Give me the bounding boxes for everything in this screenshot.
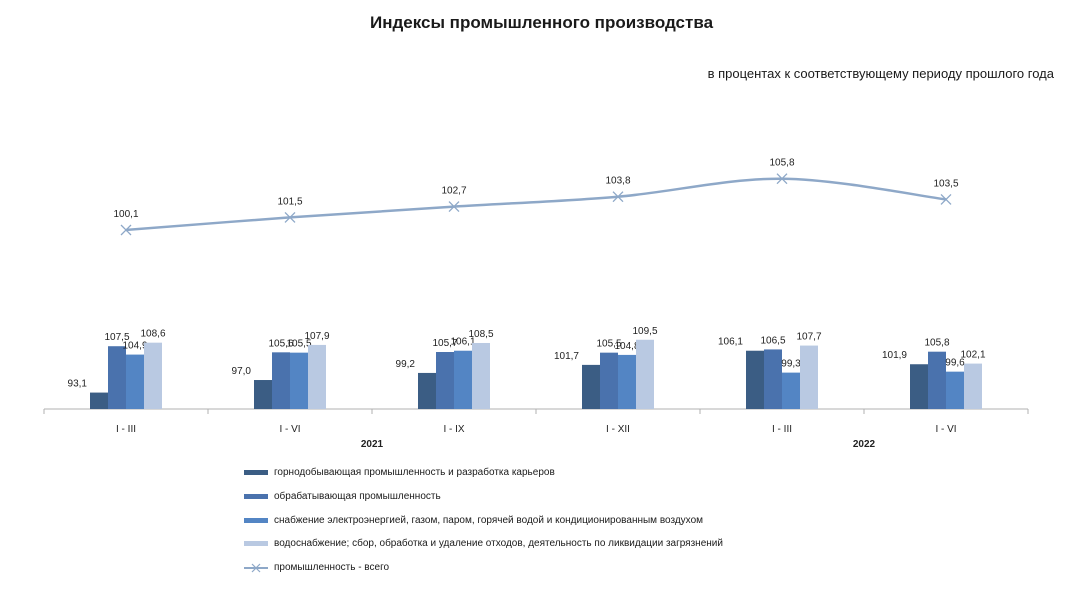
legend-item-industry-total: промышленность - всего (244, 556, 723, 580)
bar-value-label: 109,5 (632, 326, 657, 337)
bar-water (800, 345, 818, 409)
line-value-label: 103,8 (605, 176, 630, 187)
legend-label-industry-total: промышленность - всего (274, 562, 390, 574)
line-point-marker (284, 211, 296, 223)
year-label: 2021 (361, 439, 384, 450)
bar-mining (910, 364, 928, 409)
bar-mining (746, 350, 764, 409)
legend-item-electricity: снабжение электроэнергией, газом, паром,… (244, 508, 723, 532)
bar-value-label: 105,5 (286, 339, 311, 350)
chart-title: Индексы промышленного производства (369, 13, 714, 32)
bar-value-label: 107,7 (796, 332, 821, 343)
bar-value-label: 101,9 (882, 350, 907, 361)
bar-manufacturing (600, 352, 618, 409)
legend-swatch-mining (244, 470, 268, 476)
bar-water (308, 344, 326, 409)
legend-item-mining: горнодобывающая промышленность и разрабо… (244, 461, 723, 485)
legend-label-electricity: снабжение электроэнергией, газом, паром,… (274, 514, 704, 526)
bar-mining (254, 380, 272, 409)
bar-value-label: 99,3 (781, 359, 801, 370)
chart-subtitle: в процентах к соответствующему периоду п… (707, 66, 1054, 81)
x-tick-label: I - XII (606, 424, 630, 435)
bar-value-label: 106,1 (718, 337, 743, 348)
legend-line-marker-icon (244, 562, 268, 574)
legend-item-water: водоснабжение; сбор, обработка и удалени… (244, 532, 723, 556)
line-value-label: 100,1 (113, 209, 138, 220)
bar-electricity (946, 371, 964, 409)
legend-label-mining: горнодобывающая промышленность и разрабо… (274, 467, 555, 479)
x-tick-label: I - III (116, 424, 136, 435)
line-point-marker (612, 191, 624, 203)
line-value-label: 105,8 (769, 158, 794, 169)
bar-electricity (290, 352, 308, 409)
bar-manufacturing (108, 346, 126, 409)
bar-value-label: 105,6 (268, 338, 293, 349)
bar-electricity (454, 350, 472, 409)
legend-swatch-water (244, 541, 268, 547)
bar-value-label: 104,9 (122, 341, 147, 352)
line-value-label: 101,5 (277, 196, 302, 207)
bar-value-label: 102,1 (960, 350, 985, 361)
bar-value-label: 105,5 (596, 339, 621, 350)
line-point-marker (120, 224, 132, 236)
bar-manufacturing (928, 351, 946, 409)
bar-manufacturing (764, 349, 782, 409)
x-tick-label: I - VI (935, 424, 956, 435)
bar-water (964, 363, 982, 409)
x-tick-label: I - III (772, 424, 792, 435)
legend: горнодобывающая промышленность и разрабо… (244, 461, 723, 579)
bar-value-label: 104,8 (614, 341, 639, 352)
x-tick-label: I - IX (443, 424, 464, 435)
year-label: 2022 (853, 439, 876, 450)
legend-label-manufacturing: обрабатывающая промышленность (274, 491, 441, 503)
bar-value-label: 93,1 (68, 379, 88, 390)
bar-value-label: 105,7 (432, 338, 457, 349)
bar-value-label: 97,0 (232, 366, 252, 377)
bar-mining (90, 392, 108, 409)
bar-electricity (126, 354, 144, 409)
bar-water (636, 339, 654, 409)
bar-value-label: 108,6 (140, 329, 165, 340)
x-tick-label: I - VI (279, 424, 300, 435)
line-point-marker (448, 201, 460, 213)
bar-value-label: 107,9 (304, 331, 329, 342)
bar-manufacturing (436, 352, 454, 409)
bar-value-label: 106,1 (450, 337, 475, 348)
line-point-marker (776, 173, 788, 185)
legend-label-water: водоснабжение; сбор, обработка и удалени… (274, 538, 723, 550)
bar-value-label: 99,2 (396, 359, 416, 370)
bar-electricity (782, 372, 800, 409)
legend-swatch-manufacturing (244, 494, 268, 500)
line-value-label: 103,5 (933, 178, 958, 189)
line-value-label: 102,7 (441, 186, 466, 197)
bar-electricity (618, 354, 636, 409)
bar-mining (582, 364, 600, 409)
bar-manufacturing (272, 352, 290, 409)
bar-value-label: 107,5 (104, 332, 129, 343)
bar-water (144, 342, 162, 409)
legend-item-manufacturing: обрабатывающая промышленность (244, 485, 723, 509)
line-point-marker (940, 193, 952, 205)
legend-swatch-electricity (244, 517, 268, 523)
bar-value-label: 105,8 (924, 338, 949, 349)
bar-value-label: 106,5 (760, 335, 785, 346)
line-industry-total (125, 177, 947, 232)
bar-value-label: 99,6 (945, 358, 965, 369)
bar-value-label: 108,5 (468, 329, 493, 340)
bar-value-label: 101,7 (554, 351, 579, 362)
bar-mining (418, 372, 436, 409)
bar-water (472, 342, 490, 409)
